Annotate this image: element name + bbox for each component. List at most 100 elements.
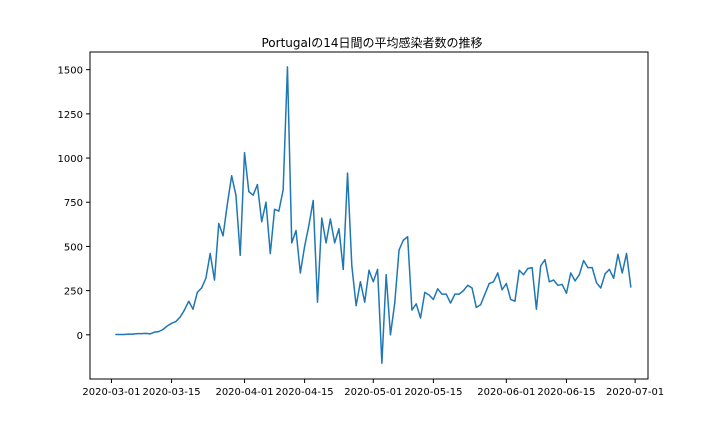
- data-point: [411, 309, 413, 311]
- data-point: [510, 298, 512, 301]
- data-point: [394, 302, 396, 304]
- y-tick-label: 1000: [58, 154, 83, 165]
- data-point: [595, 282, 598, 284]
- x-tick-label: 2020-04-01: [215, 387, 273, 398]
- y-tick-label: 250: [64, 287, 83, 298]
- data-point: [248, 191, 250, 193]
- data-point: [471, 287, 473, 289]
- data-point: [518, 269, 520, 271]
- data-point: [531, 267, 533, 269]
- data-point: [376, 268, 379, 271]
- data-point: [153, 331, 155, 333]
- data-point: [140, 332, 143, 335]
- y-axis: 0 250 500 750 1000 1250 1500: [58, 66, 90, 342]
- data-point: [359, 281, 362, 283]
- data-point: [218, 222, 220, 225]
- data-point: [145, 332, 147, 334]
- data-point: [231, 175, 233, 177]
- data-point: [183, 309, 186, 311]
- data-point: [630, 286, 632, 288]
- data-point: [286, 66, 289, 68]
- data-point: [419, 317, 422, 319]
- data-point: [565, 292, 568, 294]
- data-point: [613, 277, 615, 279]
- x-tick-label: 2020-03-01: [82, 387, 140, 398]
- data-point: [351, 265, 353, 267]
- data-point: [329, 218, 331, 220]
- data-point: [381, 362, 383, 364]
- y-tick-label: 1250: [58, 110, 83, 121]
- x-tick-label: 2020-05-15: [404, 387, 462, 398]
- data-point: [402, 239, 404, 241]
- data-point: [239, 254, 241, 256]
- data-point: [527, 267, 529, 270]
- data-point: [505, 282, 507, 285]
- data-point: [514, 300, 516, 302]
- data-point: [312, 199, 314, 202]
- data-point: [243, 152, 246, 154]
- x-tick-label: 2020-07-01: [606, 387, 664, 398]
- data-point: [226, 203, 228, 205]
- data-point: [149, 333, 151, 335]
- x-tick-label: 2020-04-15: [276, 387, 334, 398]
- data-point: [170, 322, 173, 324]
- data-point: [578, 274, 580, 276]
- data-point: [269, 252, 271, 255]
- data-point: [235, 194, 237, 196]
- data-point: [273, 208, 276, 210]
- data-point: [342, 268, 344, 271]
- data-point: [424, 291, 426, 293]
- data-point: [497, 272, 499, 274]
- data-point: [441, 293, 443, 295]
- data-point: [587, 267, 589, 269]
- data-point: [334, 242, 336, 244]
- data-point: [548, 281, 550, 283]
- data-point: [304, 245, 306, 248]
- data-point: [583, 259, 585, 262]
- data-point: [278, 210, 280, 212]
- data-point: [128, 333, 130, 335]
- data-point: [325, 242, 327, 244]
- data-point: [282, 189, 284, 191]
- data-point: [570, 272, 572, 274]
- data-point: [437, 288, 439, 290]
- data-point: [544, 259, 546, 261]
- y-tick-label: 750: [64, 198, 83, 209]
- data-point: [454, 293, 456, 295]
- data-point: [522, 274, 525, 276]
- data-point: [458, 293, 460, 295]
- data-point: [175, 320, 177, 323]
- data-point: [196, 291, 198, 293]
- data-point: [201, 287, 203, 289]
- plot-frame: [89, 51, 649, 380]
- data-point: [432, 298, 434, 301]
- data-point: [158, 331, 160, 333]
- data-point: [591, 267, 593, 269]
- chart-title: Portugalの14日間の平均感染者数の推移: [262, 35, 483, 50]
- data-point: [222, 235, 224, 237]
- series-line: [115, 66, 632, 364]
- data-point: [484, 293, 486, 295]
- data-point: [261, 221, 263, 223]
- data-point: [252, 194, 254, 196]
- data-point: [209, 252, 211, 255]
- data-point: [561, 283, 563, 286]
- data-point: [480, 304, 482, 306]
- data-point: [291, 242, 293, 244]
- data-point: [205, 277, 207, 279]
- data-point: [119, 333, 121, 336]
- data-point: [316, 301, 319, 303]
- data-point: [449, 302, 452, 304]
- data-point: [162, 328, 164, 331]
- data-point: [540, 265, 542, 267]
- x-tick-label: 2020-06-15: [537, 387, 595, 398]
- data-point: [625, 252, 628, 255]
- x-tick-label: 2020-05-01: [344, 387, 402, 398]
- data-point: [574, 280, 576, 282]
- data-point: [308, 224, 310, 226]
- data-point: [557, 284, 559, 286]
- data-point: [600, 287, 602, 289]
- data-point: [535, 308, 538, 310]
- y-tick-label: 500: [64, 242, 83, 253]
- data-point: [166, 325, 168, 327]
